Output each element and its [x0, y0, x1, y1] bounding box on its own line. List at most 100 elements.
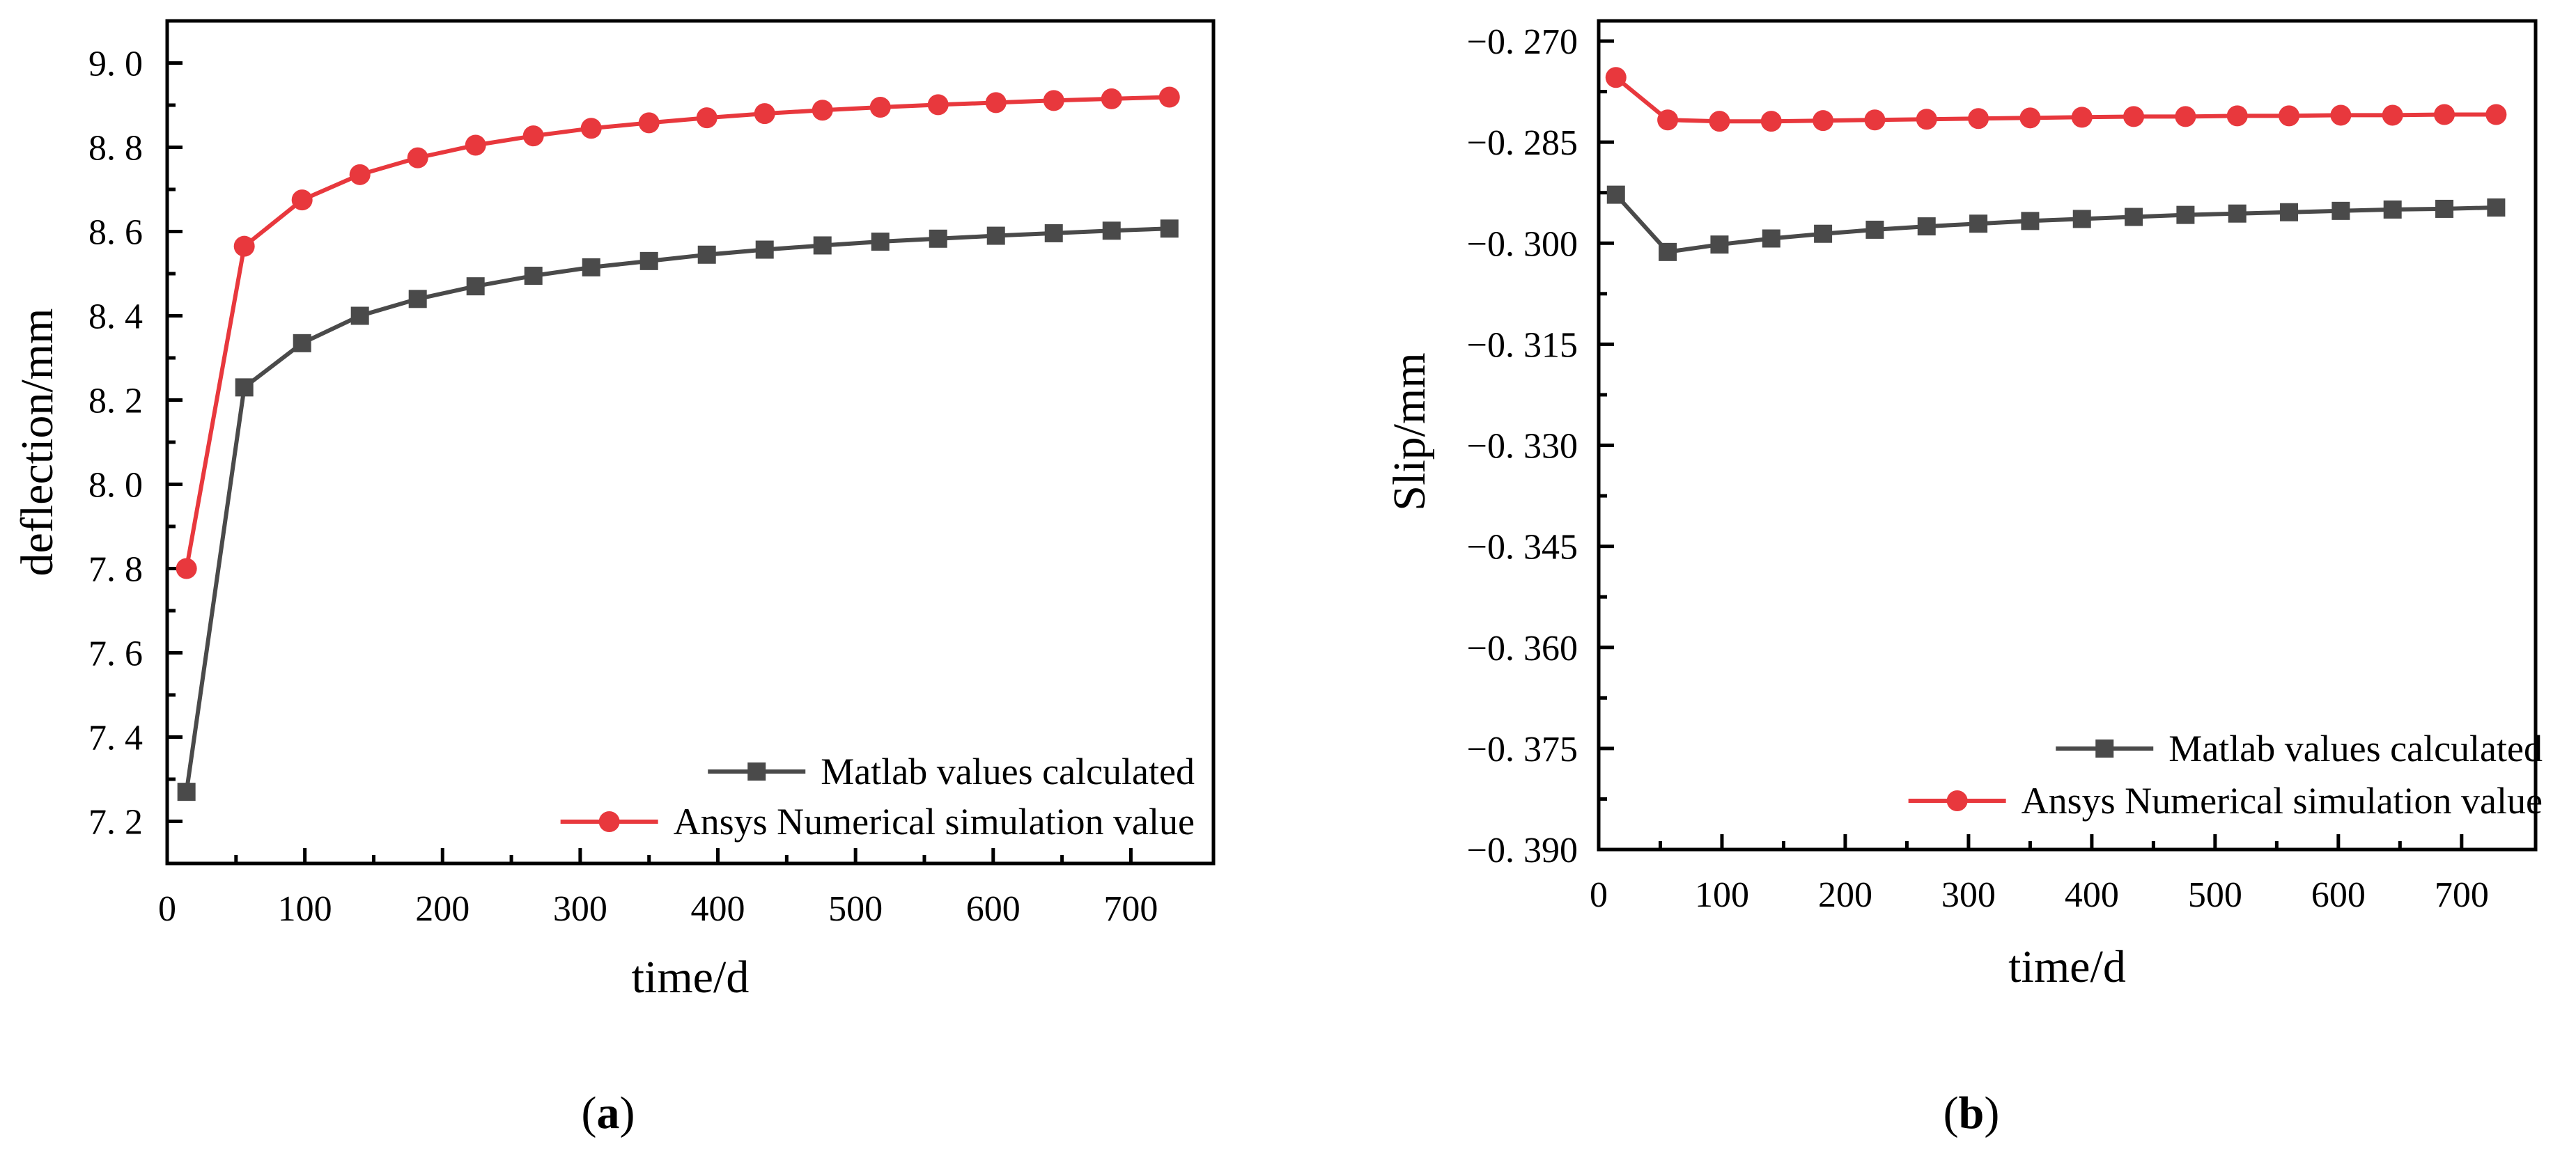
x-tick-label: 300: [553, 889, 607, 929]
legend-marker-square: [2095, 740, 2114, 758]
x-tick-label: 700: [2435, 875, 2489, 915]
data-point-circle: [1916, 109, 1937, 130]
series-line-2: [1614, 75, 2497, 124]
x-axis-title: time/d: [2008, 941, 2126, 992]
data-point-square: [1044, 224, 1063, 242]
x-axis-title: time/d: [632, 952, 750, 1003]
data-point-square: [871, 233, 890, 251]
series-line-1: [1614, 193, 2497, 254]
data-point-circle: [2330, 104, 2352, 126]
data-point-square: [697, 245, 716, 264]
data-point-circle: [1813, 110, 1834, 132]
x-tick-label: 600: [2311, 875, 2366, 915]
data-point-square: [524, 267, 543, 285]
data-point-circle: [927, 94, 949, 116]
x-tick-label: 300: [1941, 875, 1996, 915]
plot-frame: [1597, 19, 2538, 852]
data-point-square: [2435, 199, 2454, 218]
legend-label: Matlab values calculated: [821, 751, 1195, 792]
data-point-circle: [407, 147, 428, 169]
legend-label: Matlab values calculated: [2168, 728, 2543, 769]
data-point-square: [813, 236, 832, 255]
data-point-circle: [1760, 111, 1782, 132]
data-point-circle: [2019, 107, 2041, 129]
data-point-circle: [465, 134, 486, 156]
data-point-square: [1814, 224, 1833, 243]
data-point-square: [2487, 198, 2506, 217]
data-point-circle: [2123, 106, 2145, 127]
data-point-circle: [1657, 109, 1679, 131]
plot-frame: [165, 19, 1216, 866]
data-point-square: [1969, 214, 1988, 233]
data-point-square: [1710, 235, 1729, 254]
y-tick-label: 7. 8: [88, 550, 143, 590]
series-line-1: [184, 226, 1170, 792]
data-point-square: [1762, 229, 1780, 248]
data-point-circle: [176, 558, 197, 579]
data-point-square: [235, 378, 254, 397]
data-point-square: [1606, 185, 1625, 204]
y-tick-label: −0. 360: [1467, 629, 1578, 668]
data-point-circle: [349, 164, 371, 185]
x-tick-label: 0: [1590, 875, 1608, 915]
y-tick-label: −0. 375: [1467, 730, 1578, 769]
chart-panel-a: 0 100 200 300 400 500 600 700 7. 2 7. 4 7. 6 7. 8 8.…: [12, 19, 1216, 1139]
data-point-square: [639, 251, 658, 270]
data-point-square: [929, 229, 947, 248]
data-point-circle: [2226, 105, 2248, 127]
data-point-circle: [2279, 105, 2300, 127]
x-tick-label: 500: [828, 889, 883, 929]
data-point-square: [2125, 208, 2143, 226]
data-point-square: [1160, 219, 1179, 238]
data-point-square: [466, 277, 485, 296]
y-tick-label: 8. 2: [88, 382, 143, 421]
y-axis-title: Slip/mm: [1384, 352, 1435, 510]
y-tick-label: 8. 6: [88, 213, 143, 253]
data-point-square: [986, 226, 1005, 245]
data-point-square: [350, 306, 369, 325]
data-point-square: [2280, 203, 2299, 221]
data-point-circle: [754, 103, 775, 125]
data-point-circle: [985, 92, 1007, 114]
legend-marker-square: [747, 762, 766, 781]
y-tick-label: 8. 0: [88, 466, 143, 506]
y-tick-label: −0. 345: [1467, 528, 1578, 568]
data-point-square: [2176, 205, 2195, 224]
legend-marker-circle: [598, 811, 620, 832]
y-tick-label: −0. 315: [1467, 325, 1578, 365]
panel-label: (b): [1943, 1088, 2000, 1139]
data-point-square: [2072, 210, 2091, 228]
y-tick-label: 7. 6: [88, 634, 143, 674]
y-tick-label: −0. 285: [1467, 123, 1578, 163]
x-tick-label: 200: [1818, 875, 1872, 915]
data-point-circle: [2434, 104, 2455, 125]
x-tick-label: 500: [2188, 875, 2242, 915]
data-point-circle: [1101, 88, 1122, 109]
legend-marker-circle: [1946, 790, 1968, 811]
panel-letter: b: [1959, 1088, 1985, 1139]
x-tick-label: 400: [691, 889, 745, 929]
data-point-circle: [1158, 86, 1180, 108]
panel-letter: a: [597, 1088, 620, 1139]
data-point-square: [2228, 204, 2247, 223]
data-point-circle: [522, 125, 544, 147]
y-tick-label: 8. 4: [88, 297, 143, 337]
data-point-circle: [1968, 108, 1989, 130]
data-point-circle: [2175, 106, 2196, 127]
y-tick-label: −0. 330: [1467, 427, 1578, 467]
data-point-circle: [580, 118, 602, 139]
x-tick-label: 0: [158, 889, 176, 929]
x-tick-label: 400: [2065, 875, 2119, 915]
data-point-circle: [2485, 104, 2507, 125]
data-point-circle: [1605, 67, 1627, 88]
data-point-square: [177, 783, 196, 801]
data-point-circle: [869, 97, 891, 118]
legend-label: Ansys Numerical simulation value: [2022, 780, 2543, 822]
data-point-square: [408, 290, 427, 308]
x-tick-label: 600: [966, 889, 1021, 929]
data-point-square: [1865, 220, 1884, 239]
data-point-circle: [233, 235, 255, 257]
data-point-circle: [638, 112, 660, 134]
y-tick-label: −0. 300: [1467, 224, 1578, 264]
